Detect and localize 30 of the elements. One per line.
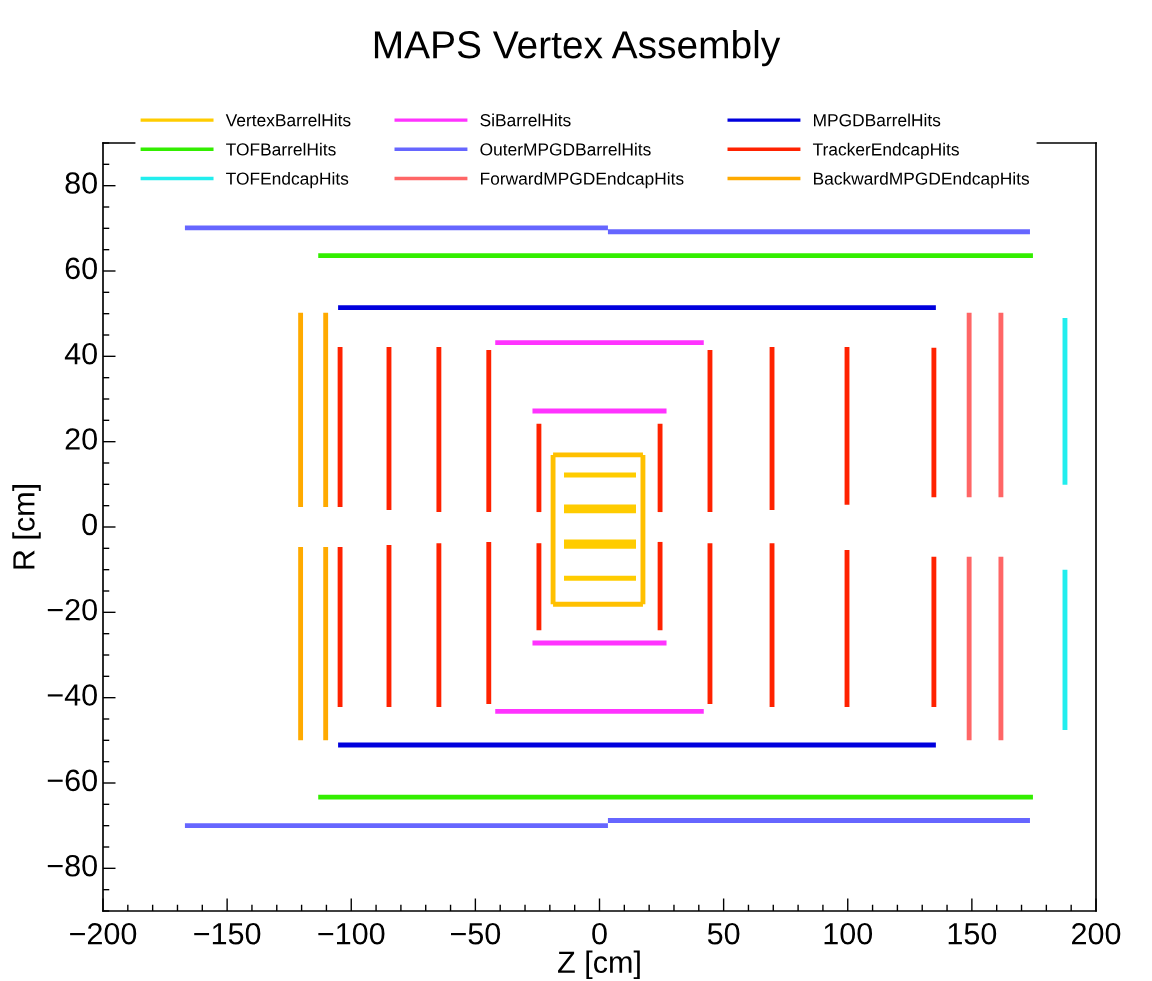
chart-title: MAPS Vertex Assembly [374,30,781,67]
x-axis-title: Z [cm] [558,950,640,980]
y-tick-label: 80 [65,172,97,194]
legend-label: TOFEndcapHits [226,172,349,189]
legend-label: TOFBarrelHits [226,142,336,156]
legend-label: MPGDBarrelHits [814,113,941,127]
y-tick-label: 0 [82,513,97,536]
legend-label: TrackerEndcapHits [812,142,959,160]
x-tick-label: 50 [707,922,740,945]
y-tick-label: −60 [47,769,97,792]
y-tick-label: −20 [47,598,97,621]
y-tick-label: −80 [47,854,97,877]
legend-label: ForwardMPGDEndcapHits [481,172,684,189]
x-tick-label: 200 [1072,922,1121,945]
y-tick-label: 60 [65,257,97,280]
y-tick-label: 20 [65,428,97,450]
y-tick-label: −40 [47,684,97,706]
y-axis-title: R [cm] [12,485,41,569]
legend-label: OuterMPGDBarrelHits [480,142,651,156]
x-tick-label: 100 [824,922,873,945]
legend-label: BackwardMPGDEndcapHits [814,172,1030,189]
legend-label: VertexBarrelHits [225,113,351,127]
x-tick-label: −150 [194,922,261,945]
x-tick-label: −100 [318,922,385,945]
y-tick-label: 40 [64,342,97,365]
x-tick-label: −50 [450,922,501,945]
x-tick-label: 150 [948,922,997,945]
x-tick-label: −200 [70,922,137,945]
legend-label: SiBarrelHits [480,113,571,127]
x-tick-label: 0 [592,922,607,945]
